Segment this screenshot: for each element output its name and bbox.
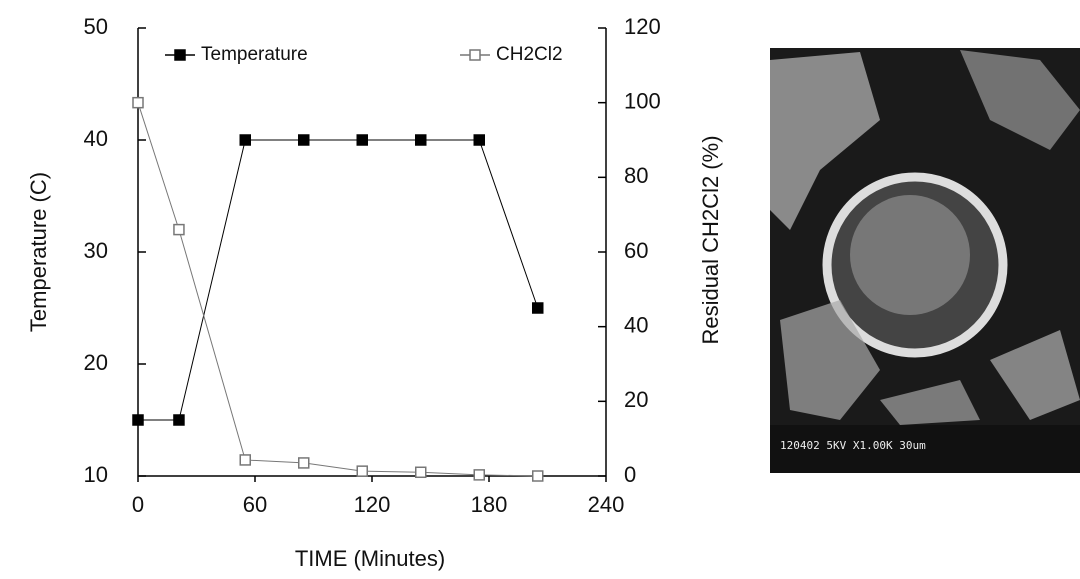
marker xyxy=(473,134,485,146)
marker xyxy=(415,134,427,146)
y-tick-label: 10 xyxy=(84,462,108,487)
x-tick-label: 120 xyxy=(354,492,391,517)
y2-tick-label: 120 xyxy=(624,14,661,39)
y2-tick-label: 40 xyxy=(624,312,648,337)
marker xyxy=(532,470,544,482)
marker xyxy=(298,134,310,146)
y2-tick-label: 60 xyxy=(624,238,648,263)
y2-tick-label: 20 xyxy=(624,387,648,412)
marker xyxy=(298,457,310,469)
sem-image: 120402 5KV X1.00K 30um xyxy=(770,48,1080,473)
legend-marker xyxy=(469,49,481,61)
x-tick-label: 60 xyxy=(243,492,267,517)
marker xyxy=(132,414,144,426)
marker xyxy=(239,134,251,146)
y-tick-label: 50 xyxy=(84,14,108,39)
marker xyxy=(132,96,144,109)
x-tick-label: 180 xyxy=(471,492,508,517)
y-tick-label: 20 xyxy=(84,350,108,375)
y-axis-label: Temperature (C) xyxy=(26,172,51,332)
marker xyxy=(415,466,427,479)
legend-label: Temperature xyxy=(201,44,308,65)
marker xyxy=(173,223,185,236)
y2-tick-label: 100 xyxy=(624,88,661,113)
series-line xyxy=(138,139,539,421)
x-tick-label: 240 xyxy=(588,492,625,517)
legend-label: CH2Cl2 xyxy=(496,44,563,65)
marker xyxy=(356,134,368,146)
image-caption: 120402 5KV X1.00K 30um xyxy=(780,439,926,452)
legend-marker xyxy=(174,49,186,61)
y2-tick-label: 0 xyxy=(624,462,636,487)
x-tick-label: 0 xyxy=(132,492,144,517)
y2-tick-label: 80 xyxy=(624,163,648,188)
marker xyxy=(239,454,251,466)
x-axis-label: TIME (Minutes) xyxy=(295,546,445,571)
y-tick-label: 40 xyxy=(84,126,108,151)
marker xyxy=(532,302,544,314)
marker xyxy=(356,465,368,477)
y-tick-label: 30 xyxy=(84,238,108,263)
marker xyxy=(173,414,185,426)
marker xyxy=(473,469,485,481)
y2-axis-label: Residual CH2Cl2 (%) xyxy=(698,135,723,344)
series-line xyxy=(137,102,538,477)
